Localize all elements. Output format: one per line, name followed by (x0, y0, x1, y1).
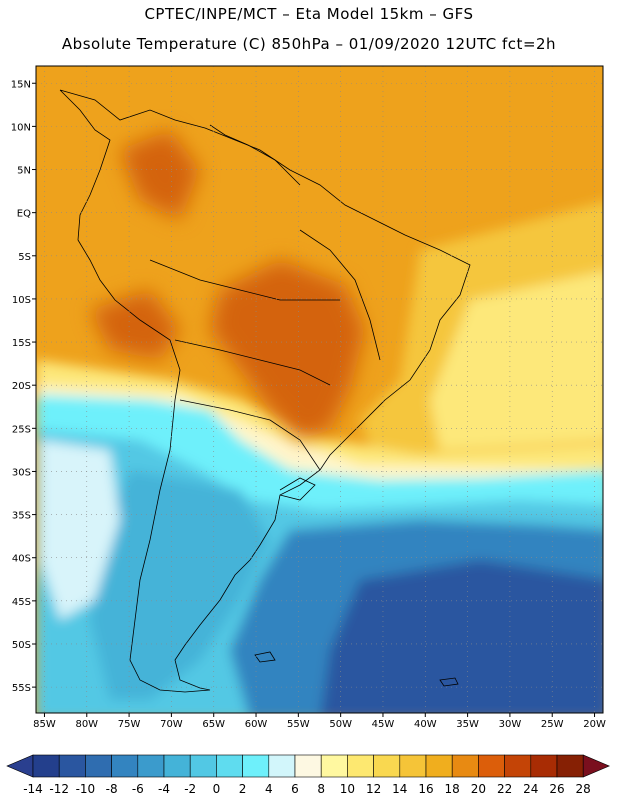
lat-tick-label: 50S (12, 640, 31, 651)
colorbar-swatch (268, 754, 296, 778)
colorbar-label: 4 (265, 782, 273, 796)
lon-tick-label: 60W (245, 719, 268, 730)
colorbar-label: -2 (184, 782, 196, 796)
map-subtitle: Absolute Temperature (C) 850hPa – 01/09/… (61, 35, 557, 53)
lon-tick-label: 65W (202, 719, 225, 730)
colorbar-label: -6 (132, 782, 144, 796)
colorbar-swatch (58, 754, 86, 778)
colorbar-swatch (373, 754, 401, 778)
colorbar-label: -14 (23, 782, 43, 796)
lon-tick-label: 40W (414, 719, 437, 730)
falkland-islands (254, 651, 276, 663)
lat-tick-label: 10N (11, 122, 31, 133)
colorbar-label: 28 (576, 782, 591, 796)
lon-tick-label: 55W (287, 719, 310, 730)
colorbar-over-arrow (582, 754, 610, 778)
field-hot-core (210, 260, 365, 440)
colorbar-label: 6 (291, 782, 299, 796)
colorbar-swatch (189, 754, 217, 778)
lon-tick-label: 75W (118, 719, 141, 730)
colorbar-label: 24 (523, 782, 538, 796)
lat-tick-label: 35S (12, 511, 31, 522)
lat-tick-label: EQ (17, 209, 31, 220)
lon-tick-label: 20W (583, 719, 606, 730)
colorbar-swatch (556, 754, 584, 778)
south-georgia (439, 677, 459, 687)
lon-tick-label: 80W (75, 719, 98, 730)
colorbar-swatch (504, 754, 532, 778)
colorbar-label: -10 (76, 782, 96, 796)
colorbar-label: 10 (340, 782, 355, 796)
border-bolivia (174, 339, 331, 386)
coastlines (59, 89, 471, 693)
field-deep-ocean (321, 560, 603, 713)
lon-tick-label: 85W (33, 719, 56, 730)
colorbar-label: -12 (49, 782, 69, 796)
map-frame (35, 65, 604, 714)
lat-tick-label: 5S (18, 252, 31, 263)
colorbar-label: 12 (366, 782, 381, 796)
colorbar-label: 26 (549, 782, 564, 796)
lat-tick-label: 15N (11, 79, 31, 90)
colorbar-label: 22 (497, 782, 512, 796)
colorbar-label: 20 (471, 782, 486, 796)
colorbar-label: 18 (445, 782, 460, 796)
colorbar-label: -4 (158, 782, 170, 796)
colorbar-swatch (32, 754, 60, 778)
lat-tick-label: 5N (17, 166, 31, 177)
latitude-axis: 15N 10N 5N EQ 5S 10S 15S 20S 25S 30S 35S 40S 45S 50S 5… (11, 79, 36, 694)
lat-tick-label: 45S (12, 597, 31, 608)
colorbar-swatch (530, 754, 558, 778)
border-inner-brazil (299, 229, 381, 361)
field-sky-land (90, 470, 270, 700)
colorbar-swatch (294, 754, 322, 778)
lat-tick-label: 10S (12, 295, 31, 306)
colorbar-swatch (451, 754, 479, 778)
lat-tick-label: 55S (12, 683, 31, 694)
lon-tick-label: 70W (160, 719, 183, 730)
field-hot-andes (90, 290, 180, 360)
longitude-axis: 85W 80W 75W 70W 65W 60W 55W 50W 45W 40W 35W 30W 25W 2… (33, 713, 606, 730)
colorbar-swatch (85, 754, 112, 778)
colorbar-label: 16 (418, 782, 433, 796)
colorbar-swatch (320, 754, 348, 778)
colorbar-swatch (478, 754, 505, 778)
lat-tick-label: 30S (12, 467, 31, 478)
lat-tick-label: 40S (12, 554, 31, 565)
colorbar-swatch (163, 754, 191, 778)
field-ice-west (40, 440, 120, 620)
south-america-outline (59, 89, 471, 693)
lon-tick-label: 30W (499, 719, 522, 730)
lon-tick-label: 25W (541, 719, 564, 730)
colorbar-label: 14 (392, 782, 407, 796)
lat-tick-label: 25S (12, 424, 31, 435)
lon-tick-label: 35W (456, 719, 479, 730)
colorbar-label: 2 (239, 782, 247, 796)
colorbar-under-arrow (6, 754, 34, 778)
colorbar-swatch (216, 754, 243, 778)
colorbar-label: 0 (213, 782, 221, 796)
field-hot-north (120, 130, 200, 220)
north-border (209, 124, 301, 186)
field-pale-east (430, 271, 603, 450)
colorbar-swatch (137, 754, 165, 778)
colorbar: -14 -12 -10 -8 -6 -4 -2 0 2 4 6 8 10 12 14 16 18 20 22 24 26… (6, 754, 610, 796)
map-title: CPTEC/INPE/MCT – Eta Model 15km – GFS (144, 5, 474, 23)
lat-tick-label: 20S (12, 381, 31, 392)
colorbar-label: 8 (317, 782, 325, 796)
lat-tick-label: 15S (12, 338, 31, 349)
border-paraguay (179, 399, 321, 471)
border-amazon (149, 259, 340, 301)
temperature-field (36, 66, 603, 713)
lon-tick-label: 50W (329, 719, 352, 730)
lon-tick-label: 45W (372, 719, 395, 730)
colorbar-swatch (111, 754, 139, 778)
colorbar-swatch (347, 754, 374, 778)
colorbar-label: -8 (106, 782, 118, 796)
colorbar-swatch (425, 754, 453, 778)
plata-estuary (279, 477, 316, 501)
colorbar-swatch (399, 754, 427, 778)
colorbar-swatch (242, 754, 270, 778)
